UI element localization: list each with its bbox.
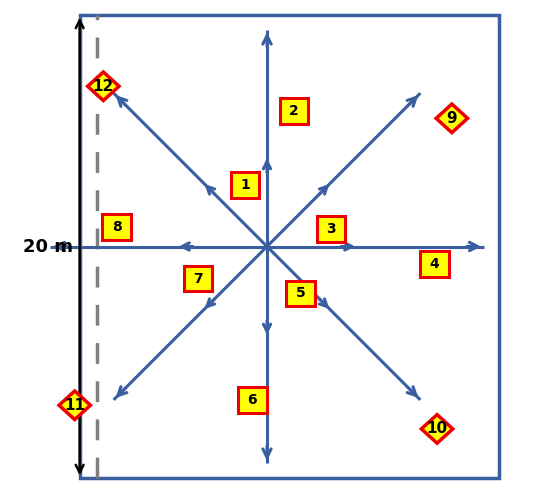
Bar (231, 172, 259, 198)
Text: 10: 10 (427, 422, 447, 436)
Bar (280, 98, 309, 124)
Bar (317, 216, 345, 242)
Bar (80, 15, 499, 478)
Polygon shape (88, 72, 119, 101)
Bar (184, 266, 213, 291)
Text: 11: 11 (64, 398, 85, 413)
Text: 9: 9 (446, 111, 457, 126)
Text: 1: 1 (240, 178, 250, 192)
Polygon shape (59, 391, 90, 420)
Bar (420, 251, 449, 277)
Text: 12: 12 (93, 79, 114, 94)
Text: 2: 2 (289, 104, 299, 118)
Polygon shape (436, 104, 468, 133)
Bar (238, 387, 266, 413)
Text: 7: 7 (193, 272, 203, 285)
Text: 8: 8 (112, 220, 122, 234)
Polygon shape (421, 415, 453, 443)
Text: 3: 3 (326, 222, 336, 236)
Bar (286, 281, 315, 306)
Text: 4: 4 (430, 257, 439, 271)
Bar (103, 214, 131, 240)
Text: 5: 5 (296, 286, 305, 300)
Text: 6: 6 (247, 393, 257, 407)
Text: 20 m: 20 m (22, 238, 73, 255)
